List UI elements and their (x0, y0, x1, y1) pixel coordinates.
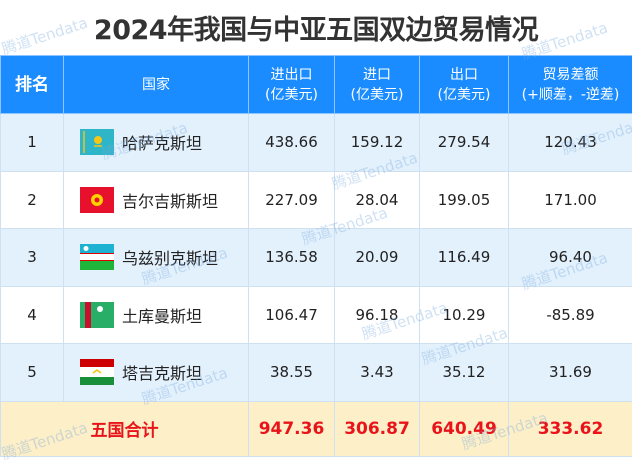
country-name: 乌兹别克斯坦 (122, 245, 218, 269)
total-import: 306.87 (335, 401, 420, 456)
rank-cell: 4 (1, 286, 64, 344)
turkmenistan-flag-icon (80, 302, 114, 328)
trade-table: 排名 国家 进出口(亿美元) 进口(亿美元) 出口(亿美元) 贸易差额(+顺差，… (0, 55, 632, 457)
header-import-l1: 进口 (335, 65, 419, 85)
header-total: 进出口(亿美元) (249, 56, 335, 114)
total-cell: 136.58 (249, 229, 335, 287)
header-country: 国家 (64, 56, 249, 114)
header-total-l2: (亿美元) (249, 85, 334, 105)
header-import: 进口(亿美元) (335, 56, 420, 114)
header-total-l1: 进出口 (249, 65, 334, 85)
total-total: 947.36 (249, 401, 335, 456)
uzbekistan-flag-icon (80, 244, 114, 270)
country-cell: 哈萨克斯坦 (64, 114, 249, 172)
total-cell: 438.66 (249, 114, 335, 172)
header-import-l2: (亿美元) (335, 85, 419, 105)
country-name: 土库曼斯坦 (122, 303, 202, 327)
import-cell: 3.43 (335, 344, 420, 402)
import-cell: 20.09 (335, 229, 420, 287)
total-label: 五国合计 (1, 401, 249, 456)
header-balance-l1: 贸易差额 (509, 65, 632, 85)
balance-cell: 120.43 (509, 114, 632, 172)
page-title: 2024年我国与中亚五国双边贸易情况 (0, 0, 632, 55)
export-cell: 199.05 (420, 171, 509, 229)
kyrgyzstan-flag-icon (80, 187, 114, 213)
balance-cell: 171.00 (509, 171, 632, 229)
country-cell: 吉尔吉斯斯坦 (64, 171, 249, 229)
country-name: 吉尔吉斯斯坦 (122, 188, 218, 212)
table-row: 5 塔吉克斯坦 38.55 3.43 35.12 31.69 (1, 344, 632, 402)
total-row: 五国合计 947.36 306.87 640.49 333.62 (1, 401, 632, 456)
rank-cell: 3 (1, 229, 64, 287)
total-cell: 38.55 (249, 344, 335, 402)
import-cell: 96.18 (335, 286, 420, 344)
tajikistan-flag-icon (80, 359, 114, 385)
balance-cell: 31.69 (509, 344, 632, 402)
country-cell: 塔吉克斯坦 (64, 344, 249, 402)
total-balance: 333.62 (509, 401, 632, 456)
import-cell: 28.04 (335, 171, 420, 229)
rank-cell: 5 (1, 344, 64, 402)
balance-cell: 96.40 (509, 229, 632, 287)
country-cell: 乌兹别克斯坦 (64, 229, 249, 287)
country-name: 哈萨克斯坦 (122, 130, 202, 154)
total-cell: 106.47 (249, 286, 335, 344)
export-cell: 35.12 (420, 344, 509, 402)
table-row: 2 吉尔吉斯斯坦 227.09 28.04 199.05 171.00 (1, 171, 632, 229)
table-row: 4 土库曼斯坦 106.47 96.18 10.29 -85.89 (1, 286, 632, 344)
export-cell: 116.49 (420, 229, 509, 287)
header-export-l1: 出口 (420, 65, 508, 85)
country-name: 塔吉克斯坦 (122, 360, 202, 384)
header-rank: 排名 (1, 56, 64, 114)
total-cell: 227.09 (249, 171, 335, 229)
header-export-l2: (亿美元) (420, 85, 508, 105)
kazakhstan-flag-icon (80, 129, 114, 155)
header-balance-l2: (+顺差，-逆差) (509, 85, 632, 105)
country-cell: 土库曼斯坦 (64, 286, 249, 344)
total-export: 640.49 (420, 401, 509, 456)
table-row: 1 哈萨克斯坦 438.66 159.12 279.54 120.43 (1, 114, 632, 172)
balance-cell: -85.89 (509, 286, 632, 344)
export-cell: 279.54 (420, 114, 509, 172)
import-cell: 159.12 (335, 114, 420, 172)
rank-cell: 1 (1, 114, 64, 172)
rank-cell: 2 (1, 171, 64, 229)
export-cell: 10.29 (420, 286, 509, 344)
header-row: 排名 国家 进出口(亿美元) 进口(亿美元) 出口(亿美元) 贸易差额(+顺差，… (1, 56, 632, 114)
header-balance: 贸易差额(+顺差，-逆差) (509, 56, 632, 114)
table-row: 3 乌兹别克斯坦 136.58 20.09 116.49 96.40 (1, 229, 632, 287)
header-export: 出口(亿美元) (420, 56, 509, 114)
